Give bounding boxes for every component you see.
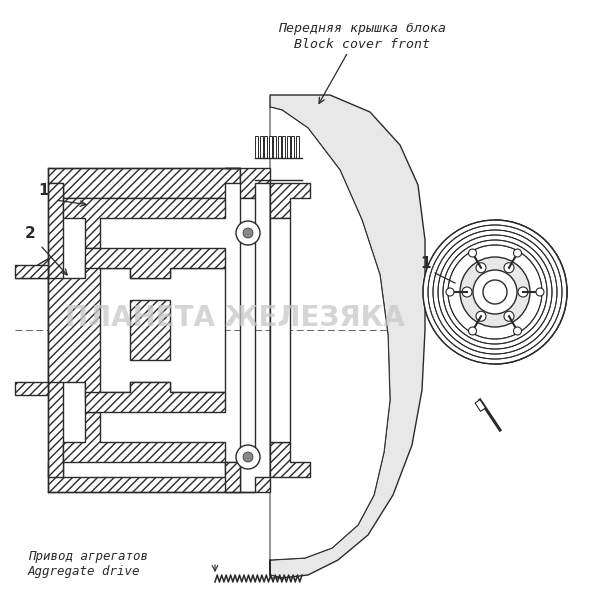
Bar — [255, 136, 258, 158]
Polygon shape — [225, 462, 270, 492]
Polygon shape — [85, 248, 225, 278]
Polygon shape — [63, 412, 225, 462]
Text: 1: 1 — [420, 256, 431, 271]
Circle shape — [536, 288, 544, 296]
Polygon shape — [270, 107, 390, 578]
Text: Block cover front: Block cover front — [294, 38, 430, 51]
Polygon shape — [15, 265, 48, 278]
Circle shape — [514, 249, 521, 257]
Polygon shape — [225, 168, 270, 198]
Circle shape — [469, 249, 476, 257]
Polygon shape — [270, 442, 310, 477]
Circle shape — [446, 288, 454, 296]
Polygon shape — [48, 258, 100, 402]
Bar — [264, 136, 267, 158]
Circle shape — [243, 452, 253, 462]
Polygon shape — [270, 95, 425, 578]
Polygon shape — [240, 198, 255, 462]
Circle shape — [476, 311, 486, 321]
Circle shape — [236, 445, 260, 469]
Text: 1: 1 — [38, 183, 49, 198]
Circle shape — [483, 280, 507, 304]
Circle shape — [504, 263, 514, 273]
Polygon shape — [270, 183, 310, 218]
Text: Передняя крышка блока: Передняя крышка блока — [278, 22, 446, 35]
Text: Aggregate drive: Aggregate drive — [28, 565, 140, 578]
Polygon shape — [48, 462, 240, 492]
Polygon shape — [15, 258, 48, 278]
Polygon shape — [270, 218, 290, 442]
Circle shape — [518, 287, 528, 297]
Polygon shape — [85, 268, 225, 392]
Circle shape — [514, 327, 521, 335]
Bar — [287, 136, 290, 158]
Bar — [260, 136, 263, 158]
Bar — [273, 136, 276, 158]
Polygon shape — [130, 300, 170, 360]
Polygon shape — [15, 382, 48, 395]
Bar — [291, 136, 294, 158]
Circle shape — [469, 327, 476, 335]
Bar — [475, 399, 485, 412]
Bar — [269, 136, 271, 158]
Bar — [277, 136, 281, 158]
Text: 2: 2 — [25, 226, 36, 241]
Circle shape — [504, 311, 514, 321]
Bar — [296, 136, 299, 158]
Polygon shape — [85, 382, 225, 412]
Text: ПЛАНЕТА ЖЕЛЕЗЯКА: ПЛАНЕТА ЖЕЛЕЗЯКА — [65, 304, 405, 332]
Circle shape — [462, 287, 472, 297]
Bar — [282, 136, 285, 158]
Circle shape — [423, 220, 567, 364]
Circle shape — [236, 221, 260, 245]
Text: Привод агрегатов: Привод агрегатов — [28, 550, 148, 563]
Circle shape — [460, 257, 530, 327]
Polygon shape — [63, 198, 225, 248]
Wedge shape — [495, 220, 567, 364]
Polygon shape — [48, 168, 240, 198]
Circle shape — [473, 270, 517, 314]
Polygon shape — [48, 183, 63, 477]
Circle shape — [476, 263, 486, 273]
Circle shape — [243, 228, 253, 238]
